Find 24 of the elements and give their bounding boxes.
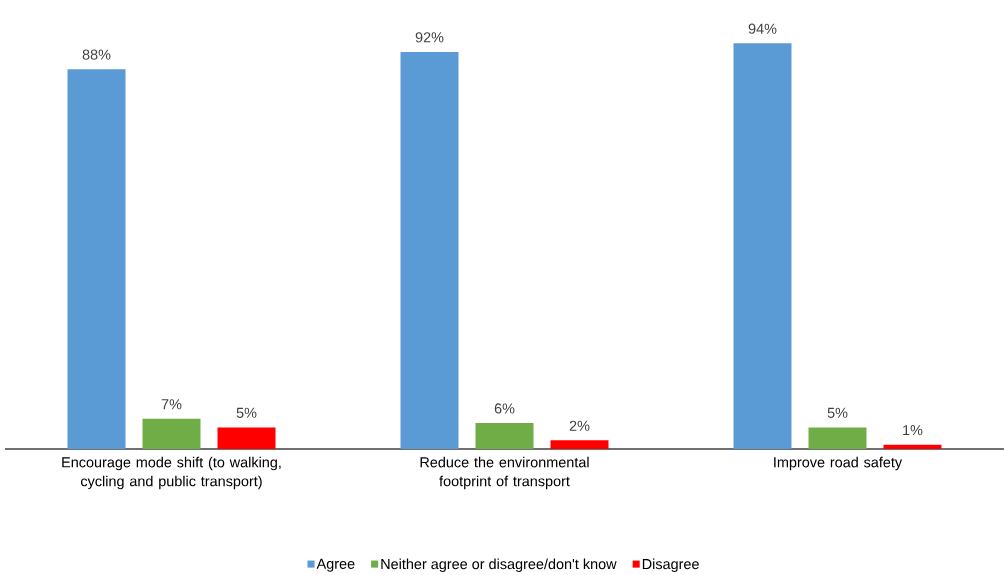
bar [550, 440, 609, 449]
data-label: 94% [748, 23, 777, 34]
bar [400, 51, 459, 449]
bar [217, 427, 276, 449]
bar [808, 427, 867, 449]
x-tick-label: Improve road safety [774, 456, 903, 471]
data-label: 92% [415, 32, 444, 43]
x-tick-label: Encourage mode shift (to walking, cycling and public transport) [62, 456, 281, 490]
bar [475, 423, 534, 449]
data-label: 5% [236, 407, 257, 418]
data-label: 88% [82, 49, 111, 60]
x-tick-label: Reduce the environmental footprint of transport [420, 456, 589, 490]
bar [733, 43, 792, 449]
data-label: 1% [903, 425, 923, 436]
data-label: 5% [827, 407, 848, 418]
legend-label: Agree [316, 558, 355, 572]
bar [142, 418, 201, 449]
data-label: 2% [569, 420, 590, 431]
bar [883, 444, 942, 449]
legend-label: Neither agree or disagree/don't know [381, 558, 617, 572]
bar [67, 69, 126, 449]
data-label: 7% [161, 399, 182, 410]
legend-label: Disagree [642, 558, 699, 572]
data-label: 6% [494, 403, 515, 414]
